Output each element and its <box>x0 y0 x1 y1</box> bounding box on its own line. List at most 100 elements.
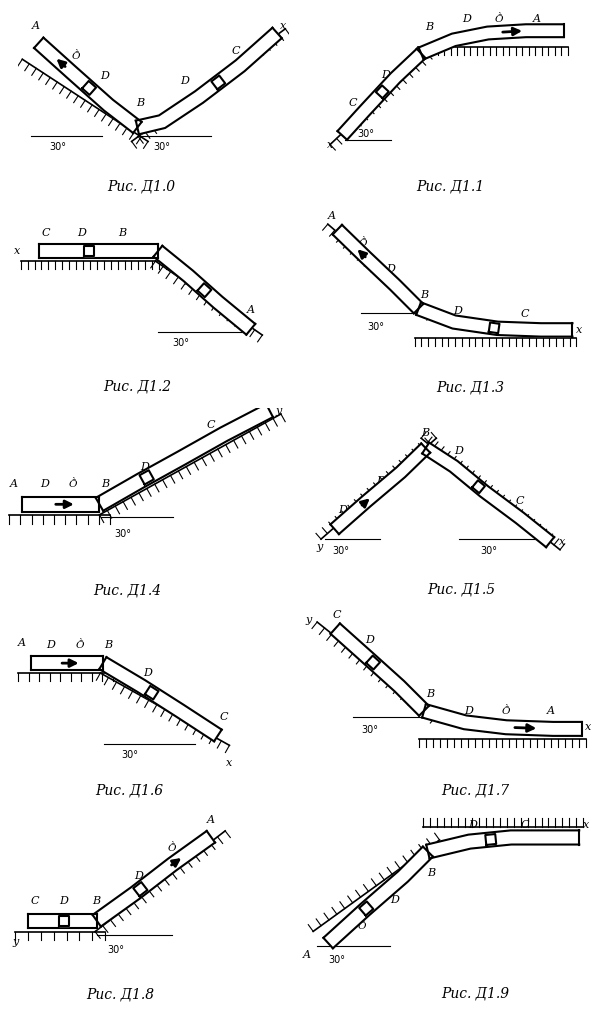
Text: B: B <box>136 98 144 107</box>
Text: Рис. Д1.1: Рис. Д1.1 <box>416 179 484 193</box>
Polygon shape <box>39 244 158 258</box>
Text: B: B <box>425 22 433 32</box>
Text: Рис. Д1.7: Рис. Д1.7 <box>441 784 509 797</box>
Polygon shape <box>331 623 429 716</box>
Polygon shape <box>211 76 225 89</box>
Text: y: y <box>275 405 281 415</box>
Text: D: D <box>184 278 193 288</box>
Polygon shape <box>92 831 215 927</box>
Text: x: x <box>575 325 582 335</box>
Polygon shape <box>416 302 572 336</box>
Polygon shape <box>337 49 425 140</box>
Text: D: D <box>381 70 390 80</box>
Polygon shape <box>136 27 282 135</box>
Text: x: x <box>559 537 565 547</box>
Text: D: D <box>469 820 477 830</box>
Polygon shape <box>84 246 94 256</box>
Text: 30°: 30° <box>332 546 349 556</box>
Text: C: C <box>521 309 529 319</box>
Text: C: C <box>220 711 228 721</box>
Polygon shape <box>472 480 485 493</box>
Polygon shape <box>82 81 96 95</box>
Polygon shape <box>31 656 103 671</box>
Text: y: y <box>316 542 323 552</box>
Text: A: A <box>19 637 26 647</box>
Text: Ṑ: Ṑ <box>357 922 365 931</box>
Text: x: x <box>14 246 20 256</box>
Text: Ṑ: Ṑ <box>168 843 176 853</box>
Polygon shape <box>376 85 389 98</box>
Text: B: B <box>422 427 430 438</box>
Polygon shape <box>34 37 142 133</box>
Text: A: A <box>10 479 17 489</box>
Text: Рис. Д1.8: Рис. Д1.8 <box>86 988 154 1002</box>
Text: C: C <box>515 496 524 506</box>
Text: 30°: 30° <box>362 725 379 735</box>
Text: B: B <box>425 690 434 699</box>
Text: Рис. Д1.0: Рис. Д1.0 <box>107 179 176 193</box>
Polygon shape <box>485 834 496 845</box>
Polygon shape <box>133 882 148 897</box>
Text: 30°: 30° <box>481 546 497 556</box>
Text: C: C <box>41 228 50 238</box>
Polygon shape <box>197 284 211 297</box>
Polygon shape <box>154 246 255 334</box>
Text: 30°: 30° <box>328 955 345 965</box>
Text: 30°: 30° <box>358 129 374 139</box>
Text: D: D <box>40 479 49 489</box>
Text: B: B <box>420 290 428 300</box>
Text: B: B <box>427 868 435 878</box>
Text: D: D <box>77 228 86 238</box>
Text: x: x <box>226 759 233 769</box>
Text: D: D <box>454 306 463 316</box>
Text: x: x <box>585 722 592 732</box>
Text: Рис. Д1.2: Рис. Д1.2 <box>103 380 172 394</box>
Text: A: A <box>207 815 215 825</box>
Polygon shape <box>22 496 100 512</box>
Polygon shape <box>331 444 430 534</box>
Text: Ṑ: Ṑ <box>495 14 503 24</box>
Text: 30°: 30° <box>172 337 189 347</box>
Text: D: D <box>140 462 149 472</box>
Polygon shape <box>59 916 69 926</box>
Text: Ṑ: Ṑ <box>76 640 84 650</box>
Text: B: B <box>104 640 113 650</box>
Polygon shape <box>96 404 273 511</box>
Text: Ṑ: Ṑ <box>69 479 77 489</box>
Polygon shape <box>366 655 380 670</box>
Text: D: D <box>338 505 347 516</box>
Text: D: D <box>180 76 188 86</box>
Text: Ṑ: Ṑ <box>162 258 170 268</box>
Polygon shape <box>145 686 158 700</box>
Text: y: y <box>12 937 19 947</box>
Polygon shape <box>332 225 424 313</box>
Text: 30°: 30° <box>107 945 125 955</box>
Polygon shape <box>426 831 579 858</box>
Text: Рис. Д1.5: Рис. Д1.5 <box>427 582 496 597</box>
Polygon shape <box>422 443 554 547</box>
Text: C: C <box>521 820 529 830</box>
Text: 30°: 30° <box>115 529 131 539</box>
Text: 30°: 30° <box>367 322 384 332</box>
Text: A: A <box>547 706 554 716</box>
Text: D: D <box>390 894 399 905</box>
Polygon shape <box>28 914 97 928</box>
Text: C: C <box>206 420 215 431</box>
Text: Ṑ: Ṑ <box>359 238 368 248</box>
Text: x: x <box>583 820 589 830</box>
Text: C: C <box>232 46 240 56</box>
Text: 30°: 30° <box>154 142 171 152</box>
Text: A: A <box>247 305 255 315</box>
Text: Рис. Д1.3: Рис. Д1.3 <box>436 381 504 394</box>
Text: D: D <box>100 71 109 81</box>
Text: y: y <box>306 616 312 625</box>
Text: D: D <box>455 446 464 456</box>
Polygon shape <box>140 470 154 484</box>
Text: 30°: 30° <box>49 142 67 152</box>
Text: C: C <box>31 897 39 907</box>
Text: 30°: 30° <box>121 750 138 760</box>
Text: x: x <box>280 21 286 31</box>
Text: x: x <box>327 140 333 150</box>
Text: D: D <box>47 640 56 650</box>
Text: B: B <box>119 228 127 238</box>
